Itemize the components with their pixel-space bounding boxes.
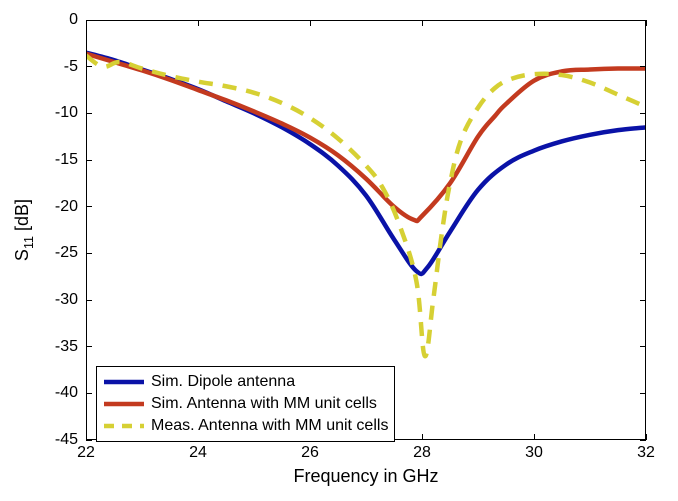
- series-line-2: [86, 55, 646, 356]
- tick-mark: [640, 300, 646, 301]
- tick-mark: [310, 20, 311, 26]
- tick-mark: [86, 160, 92, 161]
- y-tick-label: -35: [48, 338, 78, 356]
- tick-mark: [422, 20, 423, 26]
- tick-mark: [86, 66, 92, 67]
- tick-mark: [640, 160, 646, 161]
- tick-mark: [640, 66, 646, 67]
- x-tick-label: 32: [637, 444, 655, 462]
- y-tick-label: -40: [48, 384, 78, 402]
- legend-label: Sim. Antenna with MM unit cells: [145, 395, 377, 413]
- y-tick-label: -15: [48, 151, 78, 169]
- s11-chart: Frequency in GHz S11 [dB] Sim. Dipole an…: [0, 0, 678, 501]
- tick-mark: [640, 113, 646, 114]
- tick-mark: [86, 346, 92, 347]
- x-axis-label: Frequency in GHz: [293, 466, 438, 487]
- legend-row: Sim. Antenna with MM unit cells: [103, 393, 388, 415]
- legend-swatch: [103, 417, 145, 435]
- legend-label: Meas. Antenna with MM unit cells: [145, 417, 388, 435]
- tick-mark: [640, 393, 646, 394]
- y-tick-label: -5: [48, 58, 78, 76]
- x-tick-label: 26: [301, 444, 319, 462]
- y-tick-label: -25: [48, 244, 78, 262]
- tick-mark: [640, 206, 646, 207]
- y-tick-label: -10: [48, 104, 78, 122]
- x-tick-label: 30: [525, 444, 543, 462]
- legend: Sim. Dipole antenna Sim. Antenna with MM …: [96, 366, 395, 442]
- tick-mark: [640, 253, 646, 254]
- y-tick-label: 0: [48, 11, 78, 29]
- y-axis-label: S11 [dB]: [12, 199, 36, 261]
- x-tick-label: 22: [77, 444, 95, 462]
- x-tick-label: 24: [189, 444, 207, 462]
- tick-mark: [86, 440, 92, 441]
- tick-mark: [86, 393, 92, 394]
- tick-mark: [640, 20, 646, 21]
- y-tick-label: -20: [48, 198, 78, 216]
- tick-mark: [640, 346, 646, 347]
- tick-mark: [86, 113, 92, 114]
- series-line-0: [86, 53, 646, 274]
- legend-label: Sim. Dipole antenna: [145, 373, 295, 391]
- tick-mark: [86, 20, 92, 21]
- y-tick-label: -30: [48, 291, 78, 309]
- tick-mark: [534, 20, 535, 26]
- legend-row: Meas. Antenna with MM unit cells: [103, 415, 388, 437]
- legend-swatch: [103, 373, 145, 391]
- tick-mark: [534, 434, 535, 440]
- y-tick-label: -45: [48, 431, 78, 449]
- x-tick-label: 28: [413, 444, 431, 462]
- tick-mark: [640, 440, 646, 441]
- tick-mark: [86, 20, 87, 26]
- tick-mark: [86, 300, 92, 301]
- tick-mark: [422, 434, 423, 440]
- tick-mark: [86, 206, 92, 207]
- tick-mark: [198, 20, 199, 26]
- tick-mark: [86, 253, 92, 254]
- legend-swatch: [103, 395, 145, 413]
- tick-mark: [646, 20, 647, 26]
- legend-row: Sim. Dipole antenna: [103, 371, 388, 393]
